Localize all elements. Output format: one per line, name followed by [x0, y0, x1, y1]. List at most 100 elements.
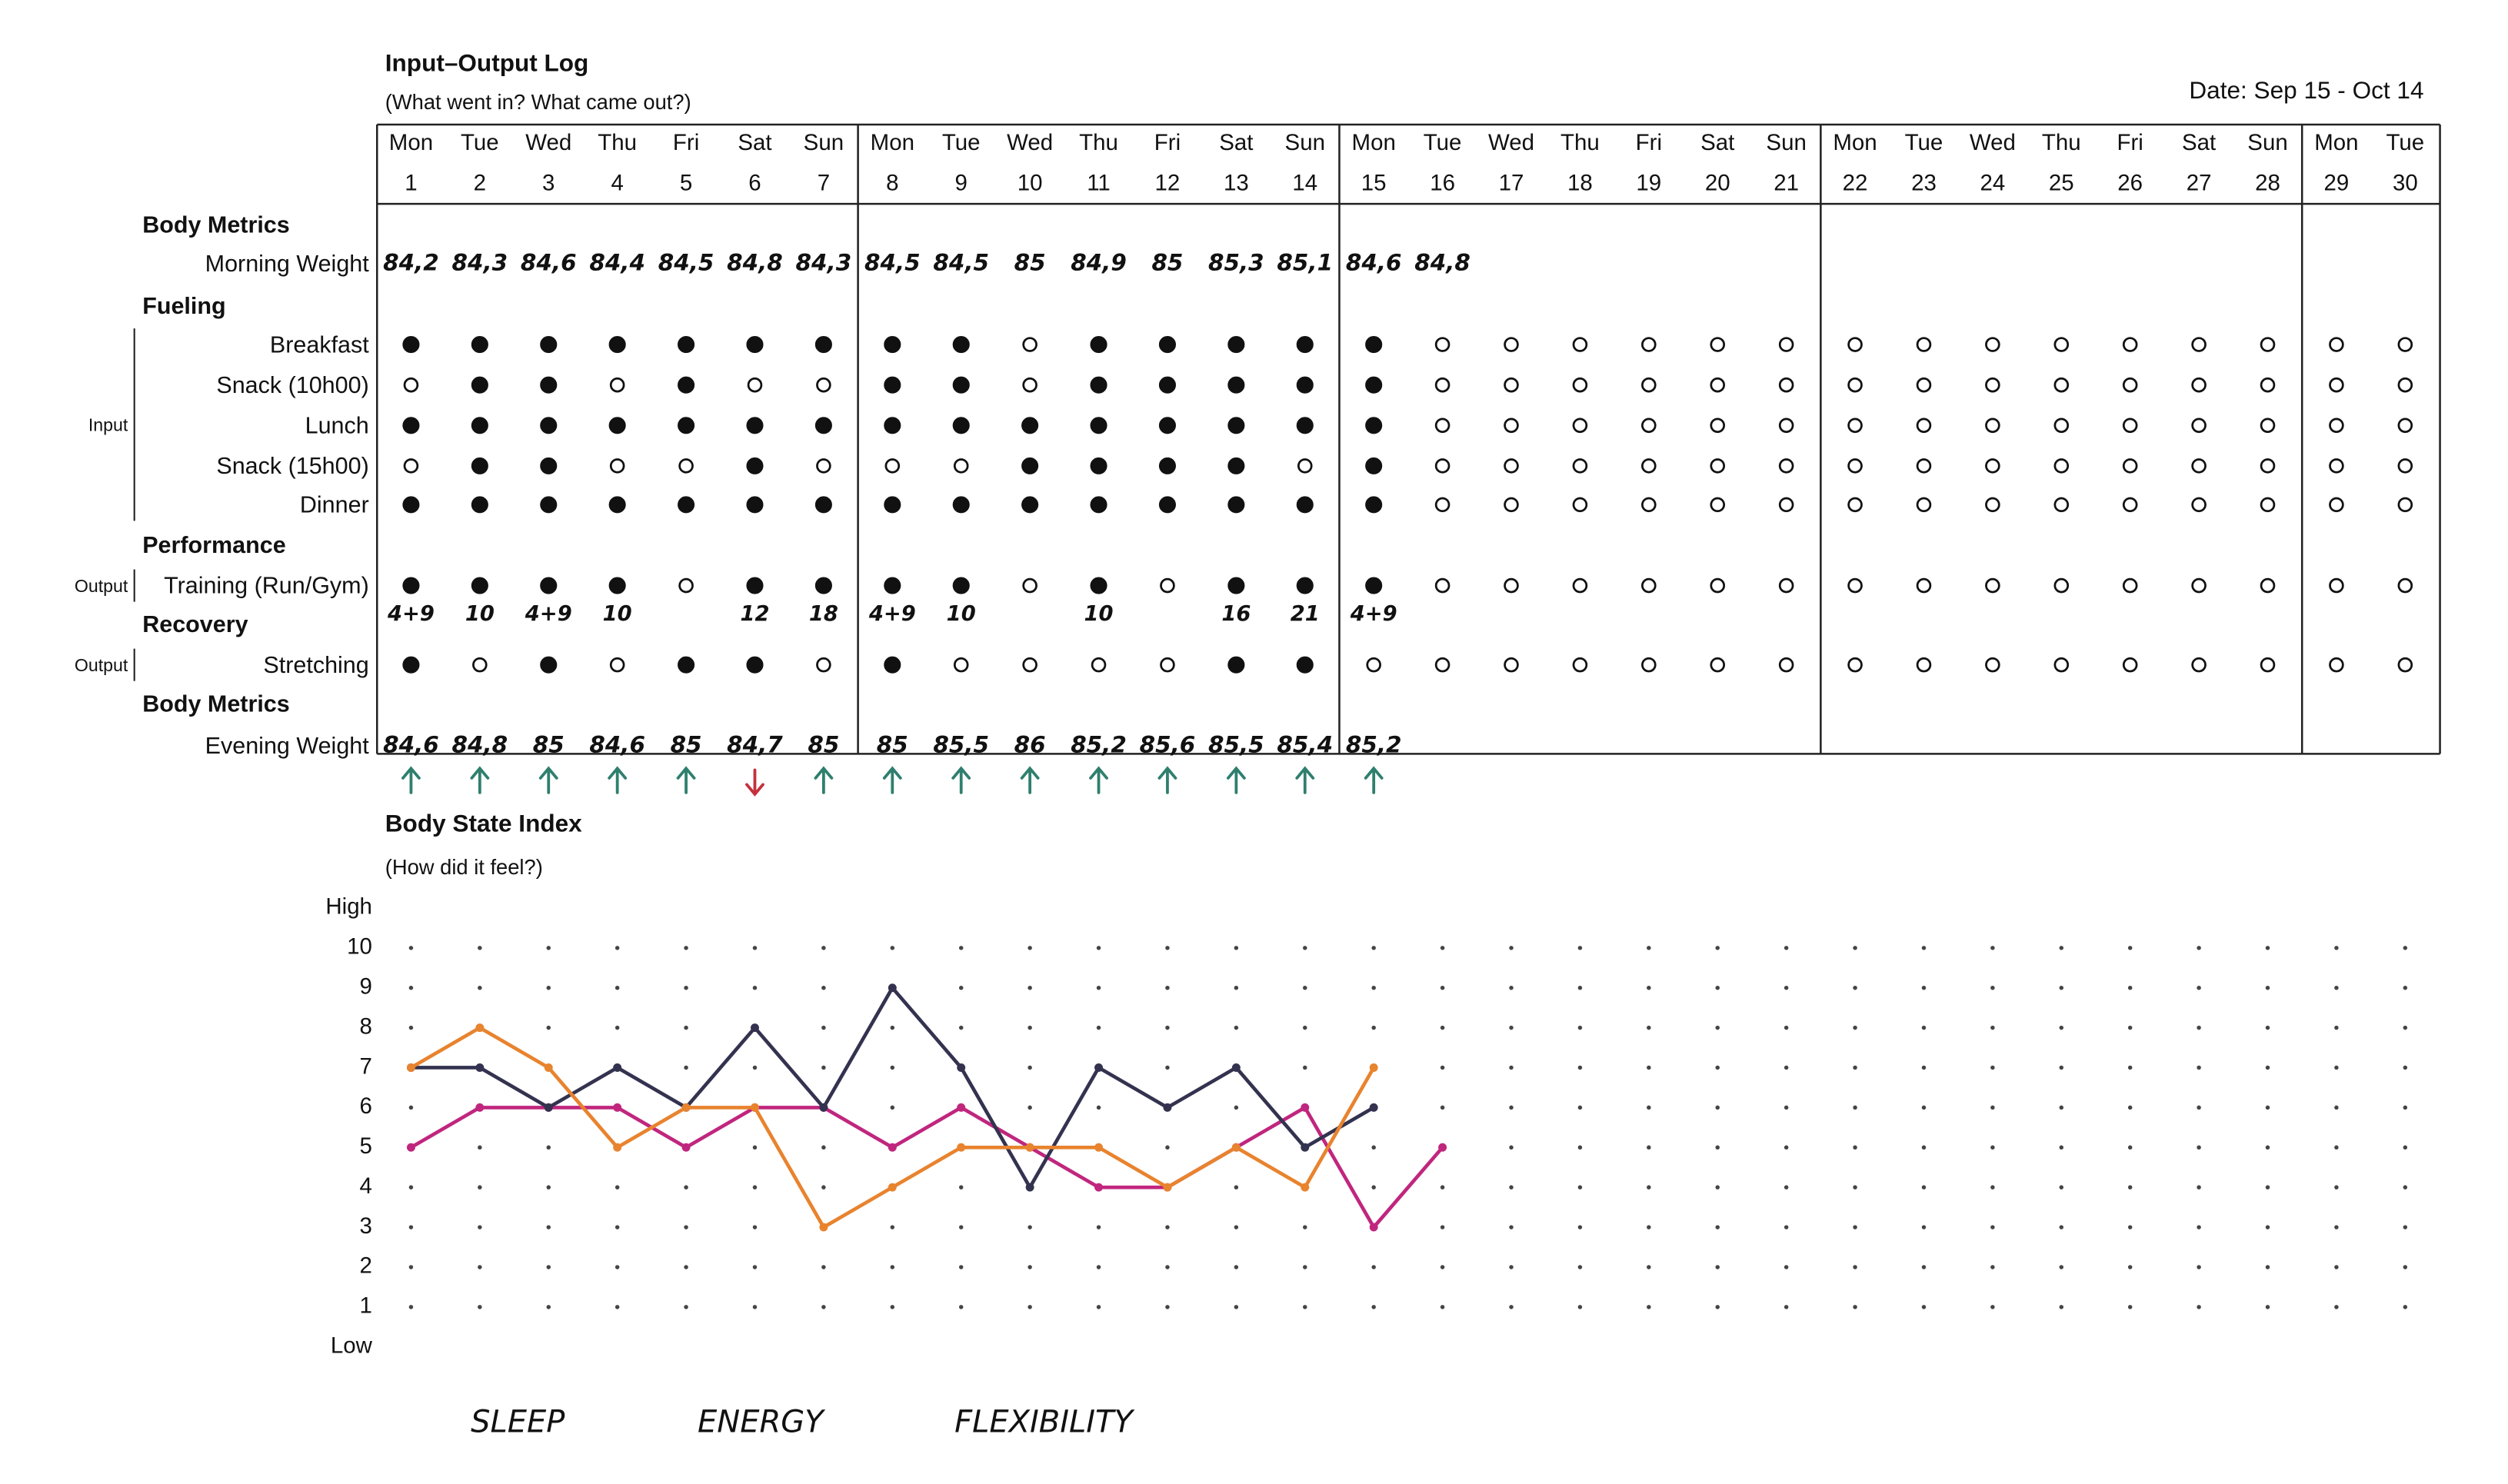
group-label: Output [75, 576, 128, 596]
y-tick-label: 10 [347, 934, 372, 960]
grid-dot [2197, 946, 2201, 950]
grid-dot [890, 1265, 895, 1269]
grid-dot [1303, 1065, 1307, 1070]
log-dot [540, 496, 558, 514]
log-dot [2260, 337, 2276, 352]
grid-dot [2197, 1025, 2201, 1030]
day-name: Mon [871, 130, 914, 155]
grid-dot [1784, 1305, 1789, 1309]
grid-dot [2059, 1145, 2064, 1150]
series-point [1025, 1183, 1034, 1192]
grid-dot [2334, 1305, 2339, 1309]
log-dot [1434, 418, 1451, 434]
log-dot [2397, 458, 2413, 474]
series-point [819, 1103, 828, 1112]
grid-dot [478, 1225, 482, 1229]
log-dot [471, 496, 488, 514]
day-name: Thu [1560, 130, 1600, 155]
weight-entry: 85,3 [1208, 249, 1264, 275]
series-point [888, 983, 897, 993]
grid-dot [1990, 1025, 1995, 1030]
day-name: Fri [2117, 130, 2143, 155]
log-dot [1227, 496, 1245, 514]
y-tick-label: 6 [360, 1093, 372, 1119]
log-dot [1641, 657, 1657, 673]
grid-dot [1440, 1185, 1445, 1190]
log-dot [1022, 377, 1038, 393]
grid-dot [1165, 946, 1170, 950]
grid-dot [2334, 985, 2339, 990]
series-point [475, 1103, 485, 1112]
grid-dot [1577, 1025, 1583, 1030]
day-number: 16 [1430, 171, 1455, 196]
day-name: Thu [598, 130, 637, 155]
day-name: Tue [461, 130, 499, 155]
grid-dot [2334, 1265, 2339, 1269]
weight-entry: 85,1 [1277, 249, 1333, 275]
grid-dot [1028, 1225, 1032, 1229]
log-dot [2122, 577, 2138, 594]
series-point [1301, 1103, 1310, 1112]
grid-dot [1577, 1225, 1583, 1229]
series-point [751, 1023, 759, 1033]
section-title: Performance [142, 532, 285, 558]
day-name: Fri [673, 130, 699, 155]
day-number: 5 [680, 171, 692, 196]
grid-dot [2403, 985, 2408, 990]
grid-dot [1990, 1305, 1995, 1309]
grid-dot [1440, 1265, 1445, 1269]
day-number: 11 [1087, 171, 1111, 196]
grid-dot [408, 1305, 414, 1309]
log-dot [1365, 376, 1383, 394]
grid-dot [546, 985, 551, 990]
grid-dot [1234, 1105, 1239, 1110]
grid-dot [615, 1185, 620, 1190]
log-dot [1090, 336, 1107, 354]
log-dot [884, 577, 901, 594]
log-dot [814, 336, 832, 354]
day-number: 13 [1224, 171, 1249, 196]
log-dot [1227, 336, 1245, 354]
log-dot [2122, 377, 2138, 393]
trend-arrow [676, 766, 696, 794]
grid-dot [2403, 1185, 2408, 1190]
log-dot [1985, 337, 2000, 352]
grid-dot [2265, 1105, 2270, 1110]
weight-entry: 84,6 [383, 731, 439, 757]
grid-dot [1921, 946, 1927, 950]
grid-dot [1647, 1225, 1651, 1229]
grid-dot [1715, 1305, 1720, 1309]
training-note: 4+9 [525, 602, 572, 626]
grid-dot [958, 946, 964, 950]
day-name: Thu [2042, 130, 2081, 155]
log-dot [1710, 458, 1726, 474]
log-dot [608, 577, 626, 594]
log-dot [403, 377, 419, 393]
day-name: Sat [1219, 130, 1253, 155]
grid-dot [1715, 985, 1720, 990]
log-dot [1158, 336, 1176, 354]
grid-dot [478, 1265, 482, 1269]
grid-dot [1028, 1265, 1032, 1269]
weight-entry: 85,5 [933, 731, 989, 757]
grid-dot [958, 985, 964, 990]
grid-dot [1784, 1145, 1789, 1150]
grid-dot [1509, 1305, 1514, 1309]
log-dot [2260, 418, 2276, 434]
grid-dot [1647, 1185, 1651, 1190]
series-point [1231, 1143, 1241, 1152]
log-dot [1778, 497, 1794, 513]
grid-dot [615, 1305, 620, 1309]
series-point [957, 1143, 966, 1152]
day-number: 15 [1361, 171, 1387, 196]
grid-dot [1577, 1065, 1583, 1070]
grid-dot [1921, 1185, 1927, 1190]
training-note: 4+9 [1350, 602, 1397, 626]
grid-dot [1853, 1145, 1857, 1150]
grid-dot [2127, 1305, 2133, 1309]
log-dot [1572, 497, 1588, 513]
grid-dot [2197, 1145, 2201, 1150]
log-dot [2329, 657, 2344, 673]
grid-dot [1715, 1025, 1720, 1030]
log-dot [1985, 497, 2000, 513]
